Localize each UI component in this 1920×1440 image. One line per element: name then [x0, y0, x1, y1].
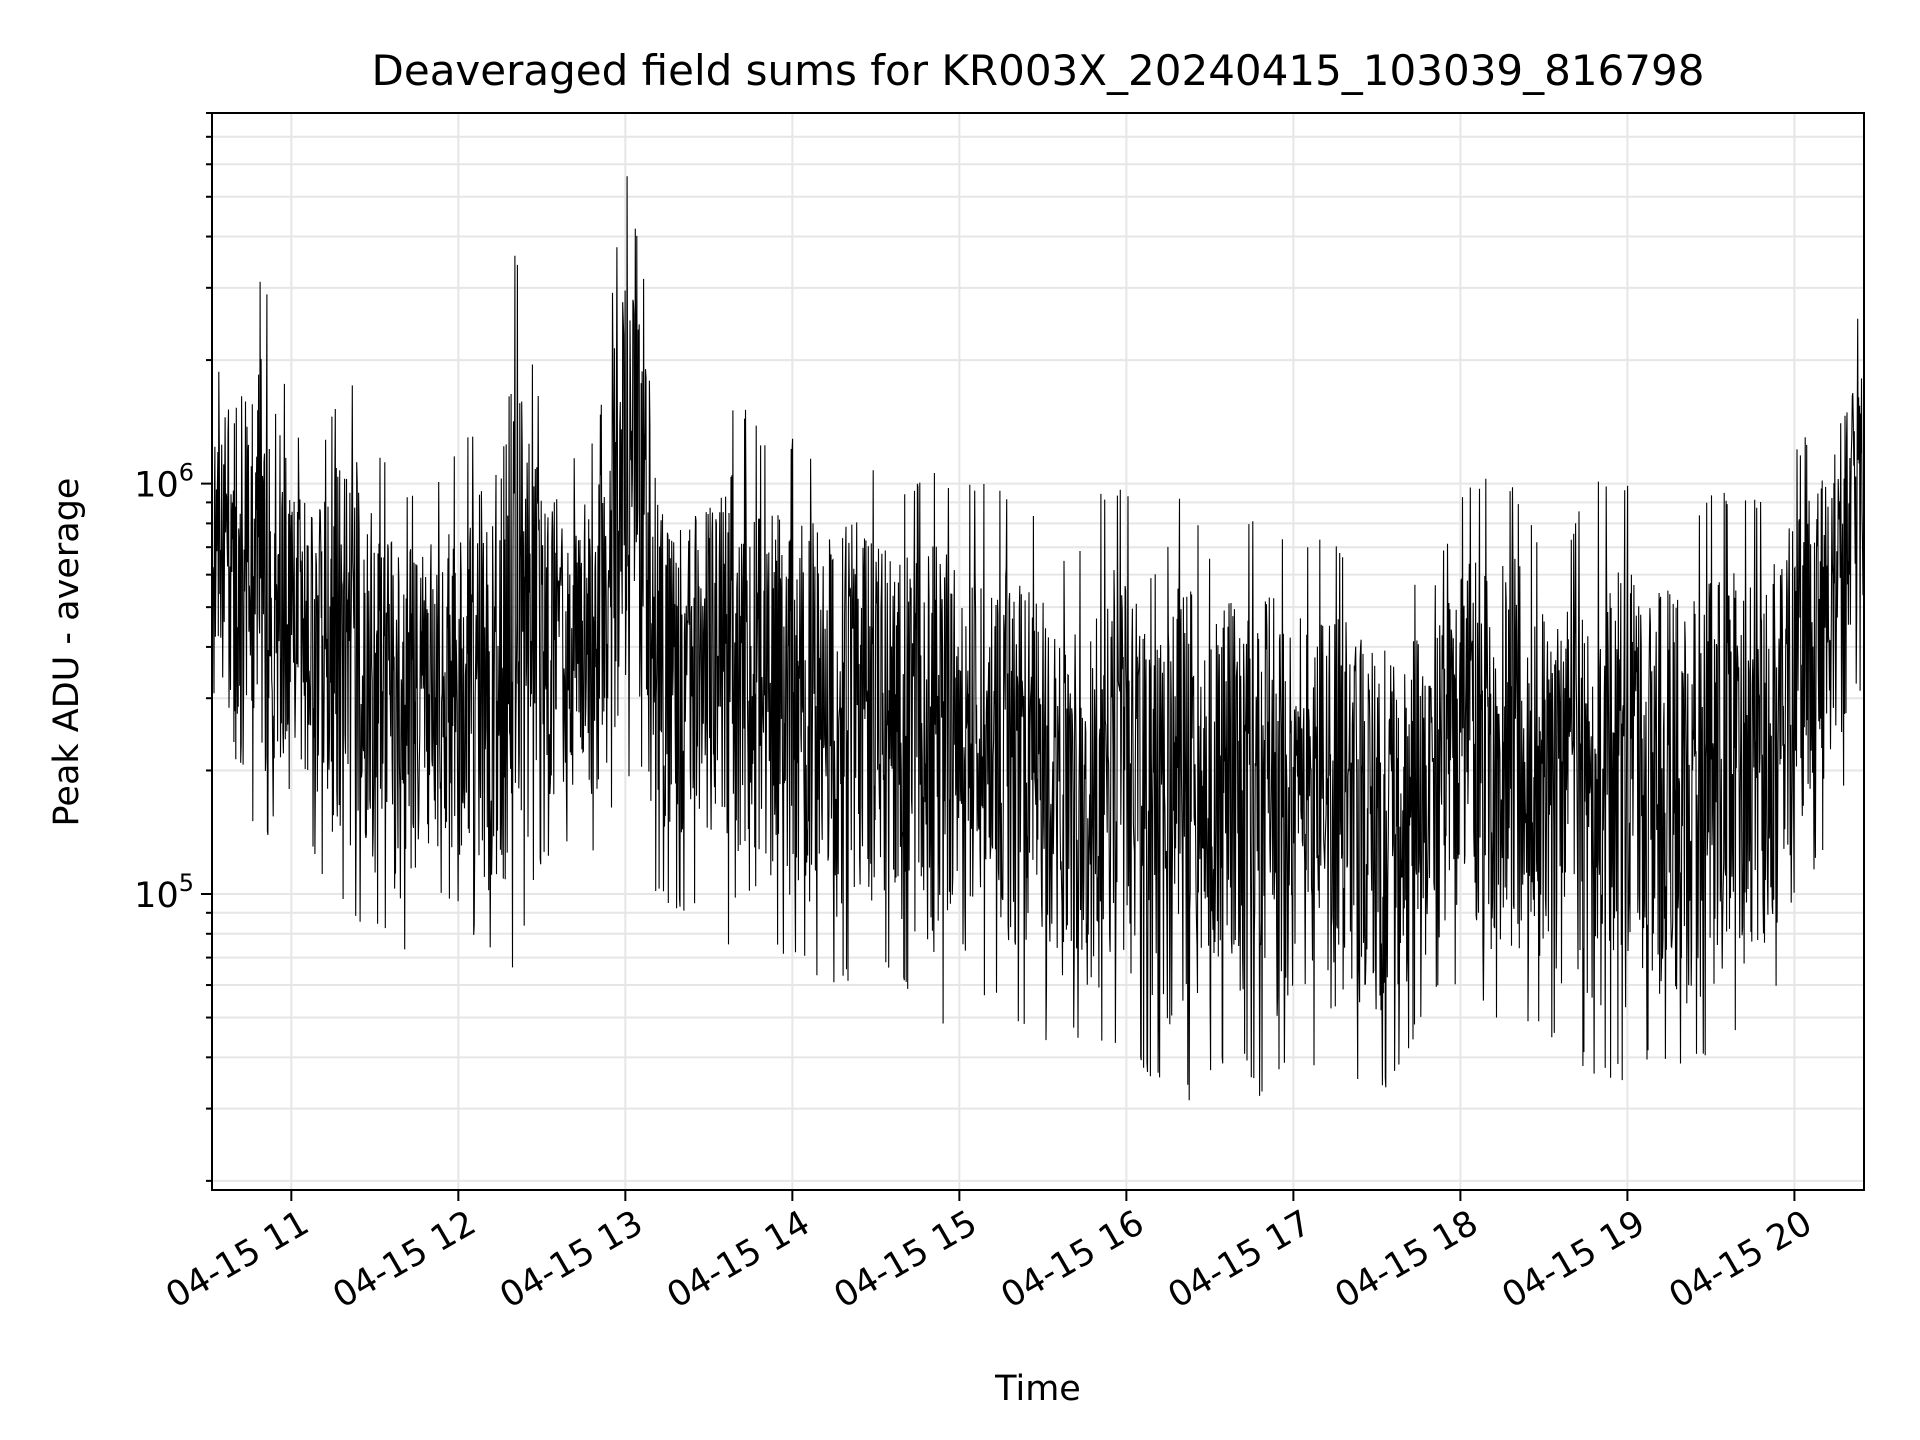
- series-line: [212, 176, 1864, 1101]
- y-axis-ticks: 105 106: [134, 112, 212, 1182]
- x-axis-label: Time: [994, 1369, 1081, 1409]
- y-tick-label: 106: [134, 459, 194, 506]
- y-tick-label: 105: [134, 869, 194, 916]
- series-trace: [212, 176, 1864, 1101]
- chart-title: Deaveraged field sums for KR003X_2024041…: [372, 46, 1705, 95]
- y-axis-label: Peak ADU - average: [47, 478, 87, 827]
- plot-frame: [211, 112, 1865, 1191]
